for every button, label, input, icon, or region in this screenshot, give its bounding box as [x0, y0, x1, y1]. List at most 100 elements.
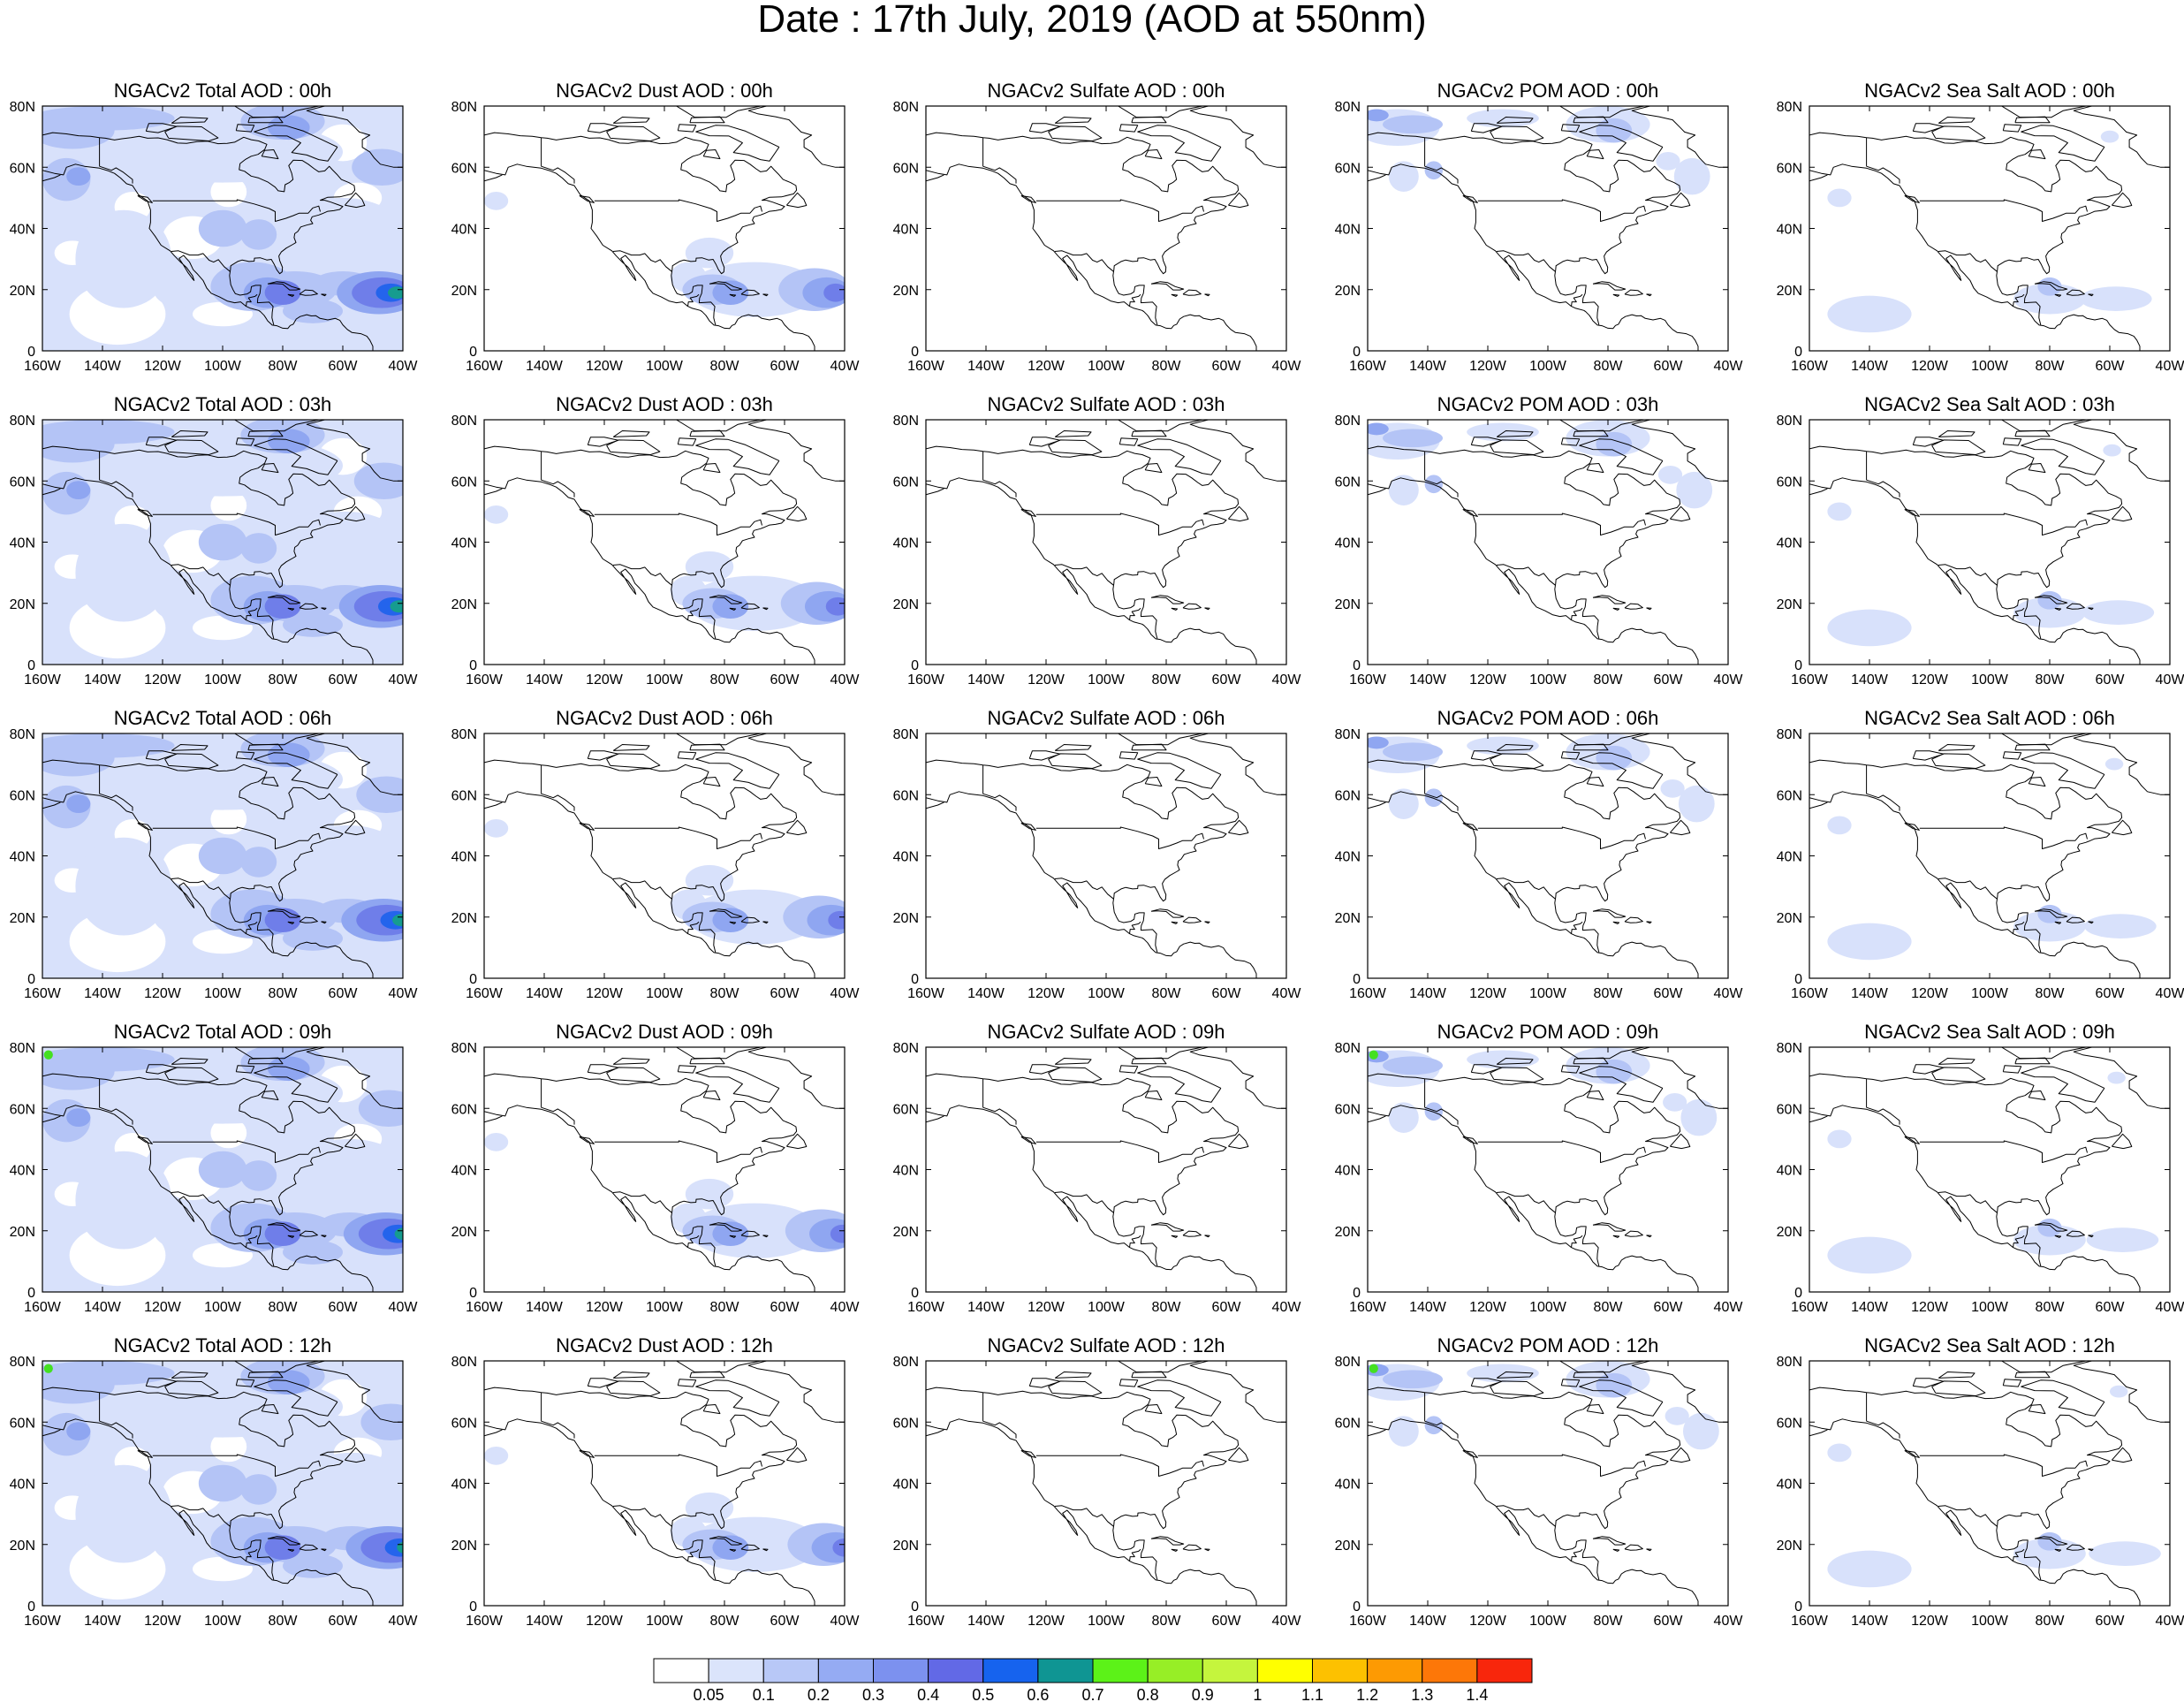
y-tick-label: 20N [10, 1225, 35, 1240]
x-tick-label: 80W [1594, 1614, 1624, 1629]
clear-sky-area [210, 490, 247, 521]
aod-contour [285, 1452, 403, 1539]
y-tick-label: 20N [10, 597, 35, 612]
x-tick-label: 160W [1349, 1614, 1387, 1629]
x-tick-label: 100W [1088, 1614, 1126, 1629]
x-tick-label: 60W [1212, 359, 1242, 374]
x-tick-label: 80W [269, 986, 299, 1001]
aod-contour [43, 1050, 53, 1060]
colorbar-label: 0.9 [1192, 1686, 1214, 1702]
aod-contour [1467, 1364, 1539, 1383]
x-tick-label: 100W [1971, 986, 2009, 1001]
x-tick-label: 140W [84, 986, 122, 1001]
x-tick-label: 160W [466, 672, 504, 688]
colorbar-label: 0.4 [917, 1686, 939, 1702]
x-tick-label: 120W [1911, 1300, 1949, 1315]
y-tick-label: 60N [451, 475, 477, 490]
colorbar-label: 1.3 [1411, 1686, 1433, 1702]
x-tick-label: 80W [1594, 359, 1624, 374]
clear-sky-area [210, 176, 247, 208]
x-tick-label: 100W [1971, 672, 2009, 688]
x-tick-label: 40W [2156, 986, 2184, 1001]
map-panel-seasalt-03h: NGACv2 Sea Salt AOD : 03h 160W 140W 120W 100… [1777, 393, 2184, 688]
panel-title: NGACv2 POM AOD : 09h [1437, 1021, 1659, 1043]
x-tick-label: 160W [907, 1300, 945, 1315]
x-tick-label: 120W [144, 1614, 182, 1629]
map-panel-dust-00h: NGACv2 Dust AOD : 00h 160W 140W 120W 100W 80W… [451, 80, 861, 374]
aod-contour [2107, 1071, 2126, 1084]
aod-contour [1656, 151, 1680, 171]
x-tick-label: 140W [84, 672, 122, 688]
aod-contour [153, 1212, 214, 1250]
y-tick-label: 60N [1777, 788, 1802, 803]
map-panel-seasalt-06h: NGACv2 Sea Salt AOD : 06h 160W 140W 120W 100… [1777, 707, 2184, 1001]
coastlines [484, 106, 845, 351]
x-tick-label: 140W [84, 1614, 122, 1629]
x-tick-label: 120W [144, 986, 182, 1001]
y-tick-label: 20N [10, 1539, 35, 1554]
aod-contour [283, 299, 343, 323]
x-tick-label: 80W [2036, 1300, 2066, 1315]
y-tick-label: 40N [1777, 850, 1802, 865]
aod-contour [390, 600, 403, 613]
aod-contour [1383, 115, 1443, 134]
aod-contour [1827, 1443, 1852, 1463]
y-tick-label: 80N [451, 1355, 477, 1370]
aod-contour [75, 523, 172, 622]
aod-contour [685, 864, 734, 896]
x-tick-label: 60W [1654, 986, 1684, 1001]
y-tick-label: 20N [1335, 1225, 1361, 1240]
x-tick-label: 160W [1349, 986, 1387, 1001]
x-tick-label: 160W [1349, 1300, 1387, 1315]
panel-title: NGACv2 Sulfate AOD : 12h [987, 1334, 1225, 1356]
aod-contour [153, 1525, 214, 1563]
x-tick-label: 160W [1349, 359, 1387, 374]
map-panel-seasalt-12h: NGACv2 Sea Salt AOD : 12h 160W 140W 120W 100… [1777, 1334, 2184, 1629]
y-tick-label: 80N [1335, 1355, 1361, 1370]
x-tick-label: 160W [466, 986, 504, 1001]
x-tick-label: 100W [1088, 359, 1126, 374]
aod-contour [1827, 609, 1912, 647]
x-tick-label: 80W [710, 1614, 740, 1629]
x-tick-label: 140W [84, 1300, 122, 1315]
y-tick-label: 20N [451, 911, 477, 926]
x-tick-label: 100W [204, 1300, 242, 1315]
aod-contour [43, 1364, 53, 1373]
aod-contour [356, 776, 403, 814]
y-tick-label: 40N [893, 536, 919, 551]
x-tick-label: 120W [586, 359, 624, 374]
x-tick-label: 140W [967, 1614, 1005, 1629]
y-tick-label: 40N [10, 536, 35, 551]
y-tick-label: 0 [911, 1286, 919, 1301]
y-tick-label: 20N [451, 1225, 477, 1240]
clear-sky-area [210, 803, 247, 835]
x-tick-label: 100W [1971, 1300, 2009, 1315]
x-tick-label: 160W [466, 1614, 504, 1629]
x-tick-label: 100W [1529, 1614, 1567, 1629]
aod-contour [1383, 1370, 1443, 1389]
x-tick-label: 140W [1851, 359, 1889, 374]
y-tick-label: 0 [1794, 1286, 1802, 1301]
y-tick-label: 60N [10, 161, 35, 176]
x-tick-label: 40W [389, 1614, 419, 1629]
coastlines [1368, 420, 1728, 665]
x-tick-label: 100W [646, 672, 684, 688]
x-tick-label: 160W [907, 1614, 945, 1629]
aod-contour [685, 1492, 734, 1523]
map-panel-pom-00h: NGACv2 POM AOD : 00h 160W 140W 120W 100W 80W 6… [1335, 80, 1744, 374]
panel-title: NGACv2 Dust AOD : 06h [556, 707, 773, 729]
y-tick-label: 0 [1794, 972, 1802, 987]
y-tick-label: 60N [893, 161, 919, 176]
y-tick-label: 60N [1777, 161, 1802, 176]
x-tick-label: 60W [770, 1300, 800, 1315]
x-tick-label: 140W [967, 1300, 1005, 1315]
aod-contour [1467, 109, 1539, 128]
aod-contour [1424, 1102, 1443, 1121]
colorbar-label: 0.3 [862, 1686, 884, 1702]
y-tick-label: 20N [893, 1539, 919, 1554]
panel-title: NGACv2 Sulfate AOD : 09h [987, 1021, 1225, 1043]
aod-contour [198, 1151, 247, 1189]
aod-contour [66, 1108, 91, 1128]
aod-contour [1827, 188, 1852, 208]
x-tick-label: 120W [1469, 1300, 1507, 1315]
